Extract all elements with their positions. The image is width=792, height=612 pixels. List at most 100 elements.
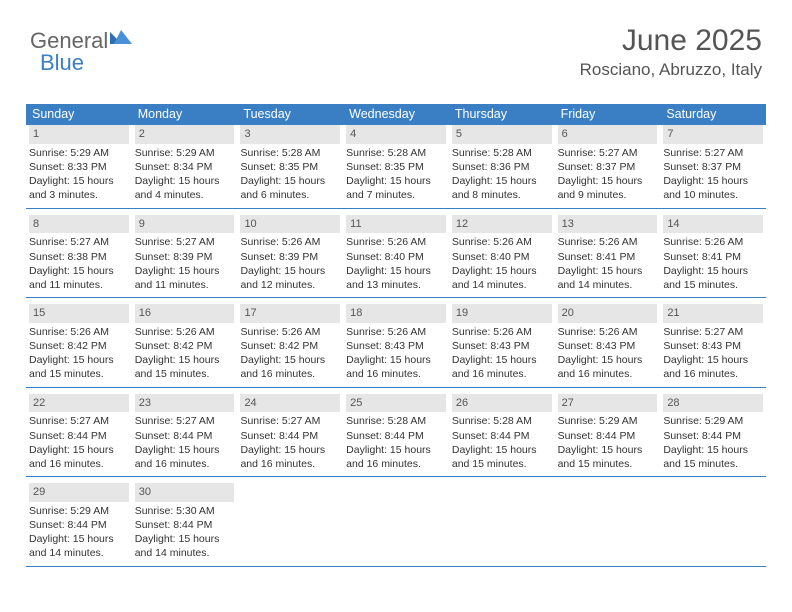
day-cell: 27Sunrise: 5:29 AMSunset: 8:44 PMDayligh… <box>555 394 661 477</box>
daylight-line: Daylight: 15 hours and 11 minutes. <box>29 264 129 292</box>
day-cell: 16Sunrise: 5:26 AMSunset: 8:42 PMDayligh… <box>132 304 238 387</box>
daylight-line: Daylight: 15 hours and 8 minutes. <box>452 174 552 202</box>
daylight-line: Daylight: 15 hours and 11 minutes. <box>135 264 235 292</box>
day-cell <box>555 483 661 566</box>
sunset-line: Sunset: 8:44 PM <box>346 429 446 443</box>
sunrise-line: Sunrise: 5:27 AM <box>558 146 658 160</box>
day-cell: 15Sunrise: 5:26 AMSunset: 8:42 PMDayligh… <box>26 304 132 387</box>
day-cell: 8Sunrise: 5:27 AMSunset: 8:38 PMDaylight… <box>26 215 132 298</box>
daylight-line: Daylight: 15 hours and 16 minutes. <box>558 353 658 381</box>
day-cell: 23Sunrise: 5:27 AMSunset: 8:44 PMDayligh… <box>132 394 238 477</box>
sunset-line: Sunset: 8:35 PM <box>346 160 446 174</box>
day-cell: 2Sunrise: 5:29 AMSunset: 8:34 PMDaylight… <box>132 125 238 208</box>
day-number: 8 <box>29 215 129 234</box>
day-cell: 24Sunrise: 5:27 AMSunset: 8:44 PMDayligh… <box>237 394 343 477</box>
daylight-line: Daylight: 15 hours and 3 minutes. <box>29 174 129 202</box>
day-number: 24 <box>240 394 340 413</box>
daylight-line: Daylight: 15 hours and 16 minutes. <box>240 353 340 381</box>
sunrise-line: Sunrise: 5:29 AM <box>663 414 763 428</box>
daylight-line: Daylight: 15 hours and 15 minutes. <box>29 353 129 381</box>
sunset-line: Sunset: 8:44 PM <box>135 429 235 443</box>
day-number: 22 <box>29 394 129 413</box>
calendar: SundayMondayTuesdayWednesdayThursdayFrid… <box>26 104 766 573</box>
day-number: 18 <box>346 304 446 323</box>
day-header-cell: Monday <box>132 104 238 125</box>
day-cell: 6Sunrise: 5:27 AMSunset: 8:37 PMDaylight… <box>555 125 661 208</box>
day-cell: 14Sunrise: 5:26 AMSunset: 8:41 PMDayligh… <box>660 215 766 298</box>
week-row: 22Sunrise: 5:27 AMSunset: 8:44 PMDayligh… <box>26 394 766 478</box>
day-number: 21 <box>663 304 763 323</box>
day-cell: 11Sunrise: 5:26 AMSunset: 8:40 PMDayligh… <box>343 215 449 298</box>
sunset-line: Sunset: 8:43 PM <box>663 339 763 353</box>
day-cell: 10Sunrise: 5:26 AMSunset: 8:39 PMDayligh… <box>237 215 343 298</box>
daylight-line: Daylight: 15 hours and 4 minutes. <box>135 174 235 202</box>
daylight-line: Daylight: 15 hours and 15 minutes. <box>663 443 763 471</box>
sunrise-line: Sunrise: 5:26 AM <box>346 325 446 339</box>
sunrise-line: Sunrise: 5:28 AM <box>240 146 340 160</box>
day-cell: 19Sunrise: 5:26 AMSunset: 8:43 PMDayligh… <box>449 304 555 387</box>
daylight-line: Daylight: 15 hours and 16 minutes. <box>663 353 763 381</box>
day-header-row: SundayMondayTuesdayWednesdayThursdayFrid… <box>26 104 766 125</box>
sunrise-line: Sunrise: 5:29 AM <box>558 414 658 428</box>
day-number: 1 <box>29 125 129 144</box>
sunset-line: Sunset: 8:44 PM <box>452 429 552 443</box>
day-number: 9 <box>135 215 235 234</box>
sunset-line: Sunset: 8:43 PM <box>452 339 552 353</box>
sunset-line: Sunset: 8:41 PM <box>663 250 763 264</box>
day-cell: 9Sunrise: 5:27 AMSunset: 8:39 PMDaylight… <box>132 215 238 298</box>
sunrise-line: Sunrise: 5:28 AM <box>452 146 552 160</box>
weeks-container: 1Sunrise: 5:29 AMSunset: 8:33 PMDaylight… <box>26 125 766 567</box>
daylight-line: Daylight: 15 hours and 6 minutes. <box>240 174 340 202</box>
sunrise-line: Sunrise: 5:30 AM <box>135 504 235 518</box>
daylight-line: Daylight: 15 hours and 14 minutes. <box>452 264 552 292</box>
sunrise-line: Sunrise: 5:28 AM <box>346 414 446 428</box>
sunrise-line: Sunrise: 5:29 AM <box>29 504 129 518</box>
sunrise-line: Sunrise: 5:26 AM <box>558 325 658 339</box>
sunrise-line: Sunrise: 5:29 AM <box>29 146 129 160</box>
day-number: 5 <box>452 125 552 144</box>
day-cell: 30Sunrise: 5:30 AMSunset: 8:44 PMDayligh… <box>132 483 238 566</box>
sunset-line: Sunset: 8:34 PM <box>135 160 235 174</box>
daylight-line: Daylight: 15 hours and 16 minutes. <box>29 443 129 471</box>
day-cell: 7Sunrise: 5:27 AMSunset: 8:37 PMDaylight… <box>660 125 766 208</box>
day-header-cell: Wednesday <box>343 104 449 125</box>
sunset-line: Sunset: 8:40 PM <box>346 250 446 264</box>
title-block: June 2025 Rosciano, Abruzzo, Italy <box>580 24 762 80</box>
day-cell: 18Sunrise: 5:26 AMSunset: 8:43 PMDayligh… <box>343 304 449 387</box>
sunrise-line: Sunrise: 5:29 AM <box>135 146 235 160</box>
day-header-cell: Saturday <box>660 104 766 125</box>
month-title: June 2025 <box>580 24 762 58</box>
daylight-line: Daylight: 15 hours and 16 minutes. <box>346 353 446 381</box>
sunrise-line: Sunrise: 5:26 AM <box>558 235 658 249</box>
sunset-line: Sunset: 8:44 PM <box>29 518 129 532</box>
week-row: 1Sunrise: 5:29 AMSunset: 8:33 PMDaylight… <box>26 125 766 209</box>
sunset-line: Sunset: 8:37 PM <box>558 160 658 174</box>
location: Rosciano, Abruzzo, Italy <box>580 60 762 80</box>
sunset-line: Sunset: 8:39 PM <box>240 250 340 264</box>
day-number: 19 <box>452 304 552 323</box>
sunset-line: Sunset: 8:44 PM <box>240 429 340 443</box>
daylight-line: Daylight: 15 hours and 14 minutes. <box>29 532 129 560</box>
sunset-line: Sunset: 8:35 PM <box>240 160 340 174</box>
sunrise-line: Sunrise: 5:26 AM <box>663 235 763 249</box>
daylight-line: Daylight: 15 hours and 7 minutes. <box>346 174 446 202</box>
day-cell: 3Sunrise: 5:28 AMSunset: 8:35 PMDaylight… <box>237 125 343 208</box>
sunset-line: Sunset: 8:43 PM <box>558 339 658 353</box>
day-number: 17 <box>240 304 340 323</box>
logo-text-blue: Blue <box>40 50 84 76</box>
sunset-line: Sunset: 8:44 PM <box>558 429 658 443</box>
day-number: 4 <box>346 125 446 144</box>
day-number: 25 <box>346 394 446 413</box>
sunset-line: Sunset: 8:38 PM <box>29 250 129 264</box>
sunset-line: Sunset: 8:40 PM <box>452 250 552 264</box>
sunset-line: Sunset: 8:44 PM <box>135 518 235 532</box>
day-cell <box>343 483 449 566</box>
day-cell <box>660 483 766 566</box>
day-cell: 25Sunrise: 5:28 AMSunset: 8:44 PMDayligh… <box>343 394 449 477</box>
daylight-line: Daylight: 15 hours and 16 minutes. <box>452 353 552 381</box>
day-cell: 20Sunrise: 5:26 AMSunset: 8:43 PMDayligh… <box>555 304 661 387</box>
day-number: 13 <box>558 215 658 234</box>
sunrise-line: Sunrise: 5:26 AM <box>240 325 340 339</box>
daylight-line: Daylight: 15 hours and 12 minutes. <box>240 264 340 292</box>
week-row: 8Sunrise: 5:27 AMSunset: 8:38 PMDaylight… <box>26 215 766 299</box>
